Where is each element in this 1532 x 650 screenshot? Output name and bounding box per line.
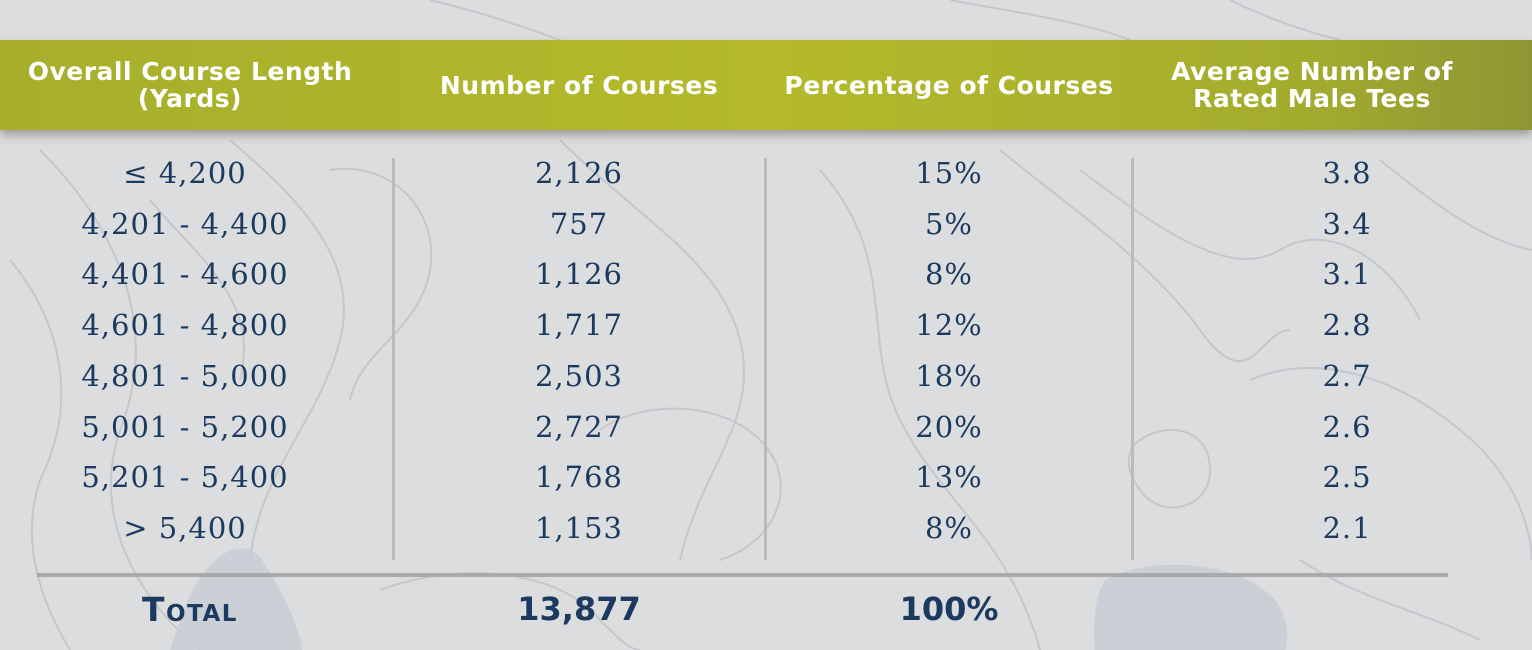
average-tees-cell: 3.4	[1322, 206, 1372, 241]
percentage-cell: 5%	[924, 206, 973, 241]
course-length-cell: ≤ 4,200	[123, 156, 247, 190]
course-length-cell: 4,601 - 4,800	[81, 308, 289, 343]
average-tees-cell: 2.5	[1322, 460, 1372, 495]
column-divider	[392, 158, 395, 560]
number-of-courses-cell: 2,727	[534, 409, 624, 444]
percentage-cell: 20%	[915, 409, 983, 444]
average-tees-cell: 3.1	[1322, 257, 1372, 292]
average-tees-cell: 2.8	[1322, 308, 1372, 343]
total-divider	[37, 573, 1448, 577]
total-label: Total	[142, 589, 238, 629]
column-divider	[764, 158, 767, 560]
total-percentage-of-courses: 100%	[899, 590, 999, 628]
percentage-cell: 13%	[915, 460, 983, 495]
column-header-number-of-courses: Number of Courses	[439, 70, 719, 100]
column-divider	[1131, 158, 1134, 560]
column-header-percentage-of-courses: Percentage of Courses	[784, 70, 1114, 100]
percentage-cell: 8%	[924, 510, 973, 545]
course-length-cell: 4,801 - 5,000	[81, 358, 289, 393]
percentage-cell: 8%	[924, 257, 973, 292]
number-of-courses-cell: 1,153	[534, 510, 624, 545]
percentage-cell: 12%	[915, 308, 983, 343]
course-length-cell: > 5,400	[123, 510, 247, 545]
number-of-courses-cell: 1,717	[534, 308, 624, 343]
number-of-courses-cell: 2,126	[534, 156, 624, 190]
number-of-courses-cell: 757	[549, 206, 609, 241]
number-of-courses-cell: 2,503	[534, 358, 624, 393]
average-tees-cell: 2.6	[1322, 409, 1372, 444]
course-length-cell: 5,201 - 5,400	[81, 460, 289, 495]
column-header-course-length: Overall Course Length (Yards)	[27, 57, 353, 113]
number-of-courses-cell: 1,768	[534, 460, 624, 495]
average-tees-cell: 2.7	[1322, 358, 1372, 393]
average-tees-cell: 2.1	[1322, 510, 1372, 545]
column-header-average-rated-male-tees: Average Number of Rated Male Tees	[1171, 57, 1453, 113]
course-length-cell: 4,401 - 4,600	[81, 257, 289, 292]
average-tees-cell: 3.8	[1322, 156, 1372, 190]
course-length-cell: 4,201 - 4,400	[81, 206, 289, 241]
percentage-cell: 18%	[915, 358, 983, 393]
percentage-cell: 15%	[915, 156, 983, 190]
course-length-cell: 5,001 - 5,200	[81, 409, 289, 444]
number-of-courses-cell: 1,126	[534, 257, 624, 292]
total-number-of-courses: 13,877	[517, 590, 641, 628]
table-header: Overall Course Length (Yards) Number of …	[0, 40, 1532, 130]
